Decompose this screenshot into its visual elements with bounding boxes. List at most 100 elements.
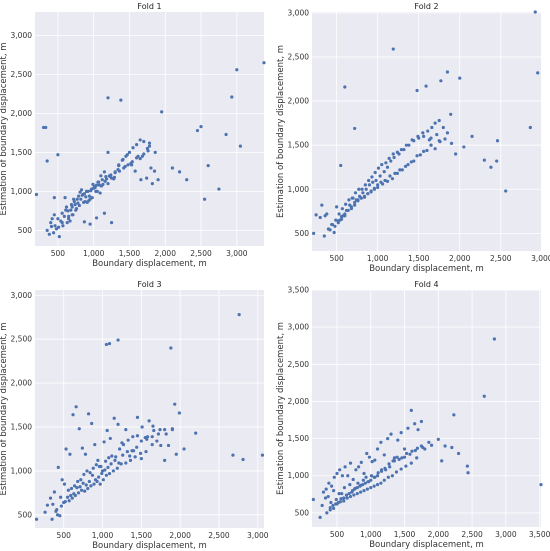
data-point [74, 208, 78, 212]
data-point [375, 447, 380, 451]
data-point [230, 95, 234, 99]
data-point [346, 474, 350, 478]
data-point [76, 479, 80, 484]
data-point [393, 171, 397, 175]
data-point [445, 131, 450, 135]
data-point [97, 464, 102, 469]
data-point [398, 168, 402, 172]
y-axis-label: Estimation of boundary displacement, m [0, 322, 9, 495]
data-point [114, 455, 118, 459]
series-points [312, 10, 540, 238]
data-point [106, 465, 110, 470]
data-point [70, 496, 74, 500]
data-point [338, 500, 342, 504]
data-point [367, 183, 372, 187]
data-point [395, 171, 399, 175]
data-point [177, 411, 181, 415]
data-point [429, 143, 433, 147]
data-point [350, 490, 354, 494]
data-point [125, 153, 129, 157]
data-point [100, 178, 104, 182]
data-point [389, 432, 393, 436]
data-point [151, 424, 155, 428]
panel-title: Fold 4 [414, 280, 438, 289]
data-point [82, 472, 86, 477]
data-point [54, 509, 58, 513]
data-point [156, 178, 160, 182]
data-point [387, 462, 391, 466]
x-tick-label: 3,500 [529, 530, 550, 539]
y-tick-label: 1,000 [288, 471, 310, 480]
data-point [404, 451, 409, 456]
data-point [347, 491, 351, 496]
data-point [93, 442, 97, 447]
data-point [128, 458, 133, 462]
data-point [358, 484, 362, 488]
data-point [45, 159, 49, 163]
data-point [372, 475, 376, 479]
data-point [55, 513, 60, 517]
data-point [135, 156, 139, 160]
data-point [107, 471, 112, 476]
y-tick-label: 2,500 [11, 70, 33, 79]
data-point [422, 134, 426, 138]
data-point [362, 488, 366, 493]
data-point [415, 456, 419, 460]
y-tick-label: 500 [18, 510, 33, 519]
data-point [343, 212, 347, 216]
data-point [155, 439, 159, 443]
data-point [203, 197, 207, 201]
data-point [159, 443, 163, 448]
panel-fold-1: 500 1,000 1,500 2,000 2,500 3,000 500 1,000 1,50… [0, 2, 266, 269]
data-point [82, 220, 86, 224]
data-point [130, 163, 134, 167]
data-point [427, 440, 431, 444]
data-point [87, 479, 91, 484]
data-point [334, 497, 338, 502]
data-point [73, 493, 77, 498]
data-point [429, 136, 433, 140]
data-point [83, 489, 87, 493]
data-point [342, 496, 346, 500]
data-point [67, 217, 71, 221]
data-point [353, 191, 358, 195]
data-point [336, 219, 340, 223]
data-point [340, 491, 344, 496]
data-point [418, 153, 422, 157]
data-point [86, 486, 90, 491]
data-point [119, 98, 123, 102]
data-point [88, 471, 92, 475]
data-point [331, 503, 335, 508]
x-tick-label: 2,000 [169, 531, 191, 540]
data-point [84, 483, 88, 487]
data-point [443, 137, 447, 141]
y-tick-label: 1,000 [11, 466, 33, 475]
data-point [392, 459, 397, 463]
data-point [355, 491, 359, 496]
data-point [388, 465, 392, 469]
data-point [450, 445, 454, 450]
data-point [425, 148, 429, 153]
data-point [376, 185, 380, 190]
data-point [382, 453, 386, 457]
data-point [343, 465, 347, 469]
plot-area [35, 290, 264, 528]
data-point [150, 182, 154, 186]
data-point [357, 465, 361, 469]
data-point [126, 438, 130, 442]
data-point [416, 134, 420, 138]
data-point [64, 205, 69, 209]
data-point [150, 435, 154, 439]
data-point [329, 500, 333, 505]
data-point [111, 469, 116, 473]
x-tick-label: 2,500 [461, 530, 483, 539]
data-point [445, 70, 450, 74]
data-point [352, 487, 357, 491]
data-point [104, 473, 109, 477]
data-point [369, 486, 373, 490]
y-tick-label: 2,500 [288, 360, 310, 369]
data-point [370, 175, 374, 179]
data-point [415, 154, 419, 158]
data-point [77, 427, 81, 431]
data-point [235, 68, 239, 72]
